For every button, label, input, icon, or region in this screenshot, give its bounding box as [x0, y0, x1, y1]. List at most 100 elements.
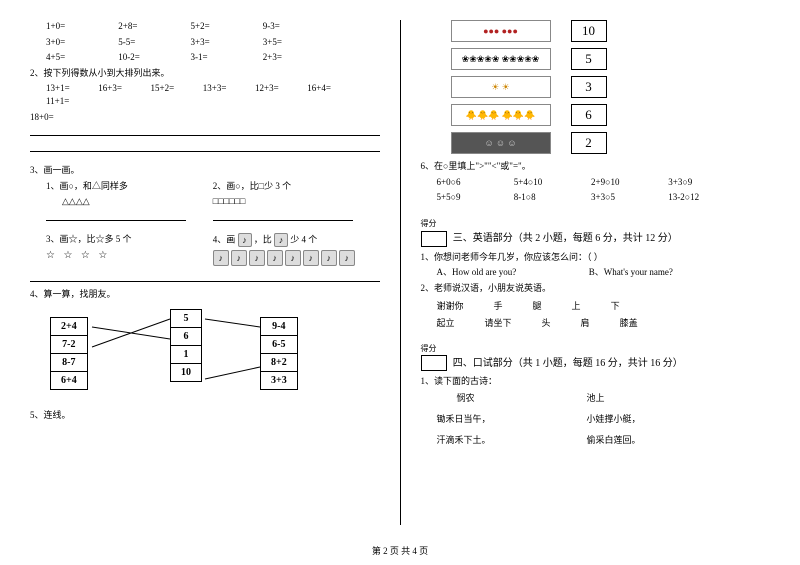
- poem-l: 悯农: [437, 391, 587, 404]
- poem-r: 小娃撑小艇，: [587, 412, 641, 425]
- score-label: 得分: [421, 343, 771, 354]
- w: 谢谢你: [437, 299, 464, 312]
- w: 下: [611, 299, 620, 312]
- eq: 13+1=: [46, 82, 96, 95]
- cmp: 2+9○10: [591, 176, 666, 189]
- bell-icon: ♪: [339, 250, 355, 266]
- w: 腿: [533, 299, 542, 312]
- poem-row: 锄禾日当午， 小娃撑小艇，: [421, 412, 771, 425]
- left-column: 1+0= 2+8= 5+2= 9-3= 3+0= 5-5= 3+3= 3+5= …: [30, 20, 380, 525]
- section-4-header: 得分 四、口试部分（共 1 小题，每题 16 分，共计 16 分）: [421, 343, 771, 372]
- q6-row2: 5+5○9 8-1○8 3+3○5 13-2○12: [421, 191, 771, 204]
- eq: 4+5=: [46, 51, 116, 64]
- match-num: 3: [571, 76, 607, 98]
- eq: 5-5=: [118, 36, 188, 49]
- blank-line: [46, 211, 186, 221]
- q3-1-text: 1、画○，和△同样多: [46, 180, 213, 193]
- match-num: 2: [571, 132, 607, 154]
- score-box: [421, 231, 447, 247]
- bell-icon: ♪: [274, 233, 288, 247]
- eq: 13+3=: [203, 82, 253, 95]
- q3-2-text: 2、画○，比□少 3 个: [213, 180, 380, 193]
- eq: 3+5=: [263, 36, 282, 49]
- page-container: 1+0= 2+8= 5+2= 9-3= 3+0= 5-5= 3+3= 3+5= …: [30, 20, 770, 525]
- match-img: ☺ ☺ ☺: [451, 132, 551, 154]
- q3-3-text: 3、画☆，比☆多 5 个: [46, 233, 213, 246]
- q3-2: 2、画○，比□少 3 个 □□□□□□: [213, 180, 380, 227]
- match-img: ●●● ●●●: [451, 20, 551, 42]
- blank-line: [30, 126, 380, 136]
- q3-2-shapes: □□□□□□: [213, 195, 380, 208]
- cell: 9-4: [261, 318, 297, 336]
- opt-a: A、How old are you?: [437, 266, 587, 279]
- q3-row2: 3、画☆，比☆多 5 个 ☆ ☆ ☆ ☆ 4、画 ♪ ，比 ♪ 少 4 个 ♪ …: [30, 233, 380, 268]
- match-row: ❀❀❀❀❀ ❀❀❀❀❀ 5: [451, 48, 771, 70]
- eq-row-3: 4+5= 10-2= 3-1= 2+3=: [46, 51, 380, 64]
- t: 4、画: [213, 235, 236, 245]
- poem-l: 锄禾日当午，: [437, 412, 587, 425]
- blank-line: [213, 211, 353, 221]
- eq: 16+3=: [98, 82, 148, 95]
- eq-row-1: 1+0= 2+8= 5+2= 9-3=: [46, 20, 380, 33]
- eq: 1+0=: [46, 20, 116, 33]
- e1: 1、你想问老师今年几岁，你应该怎么问：（ ）: [421, 251, 771, 264]
- poem-r: 池上: [587, 391, 605, 404]
- w: 请坐下: [485, 316, 512, 329]
- eq: 3+0=: [46, 36, 116, 49]
- cmp: 3+3○9: [668, 176, 692, 189]
- section-4-title: 四、口试部分（共 1 小题，每题 16 分，共计 16 分）: [453, 358, 683, 369]
- poem-title: 1、读下面的古诗：: [421, 375, 771, 388]
- cell: 5: [171, 310, 201, 328]
- bell-icon: ♪: [249, 250, 265, 266]
- score-box: [421, 355, 447, 371]
- match-num: 5: [571, 48, 607, 70]
- section-3-title: 三、英语部分（共 2 小题，每题 6 分，共计 12 分）: [453, 233, 678, 244]
- cell: 6: [171, 328, 201, 346]
- eq: 2+3=: [263, 51, 282, 64]
- box-a: 2+4 7-2 8-7 6+4: [50, 317, 88, 390]
- eq: 12+3=: [255, 82, 305, 95]
- match-boxes: 2+4 7-2 8-7 6+4 5 6 1 10 9-4 6-5 8+2 3+3: [30, 309, 380, 409]
- match-num: 6: [571, 104, 607, 126]
- match-img: ❀❀❀❀❀ ❀❀❀❀❀: [451, 48, 551, 70]
- eq: 11+1=: [46, 95, 69, 108]
- match-row: ●●● ●●● 10: [451, 20, 771, 42]
- e2: 2、老师说汉语，小朋友说英语。: [421, 282, 771, 295]
- box-b: 5 6 1 10: [170, 309, 202, 382]
- match-row: ☺ ☺ ☺ 2: [451, 132, 771, 154]
- match-row: ☀ ☀ 3: [451, 76, 771, 98]
- q4-title: 4、算一算，找朋友。: [30, 288, 380, 301]
- q3-row1: 1、画○，和△同样多 △△△△ 2、画○，比□少 3 个 □□□□□□: [30, 180, 380, 227]
- cmp: 6+0○6: [437, 176, 512, 189]
- bell-icon: ♪: [285, 250, 301, 266]
- eq-row-2: 3+0= 5-5= 3+3= 3+5=: [46, 36, 380, 49]
- cell: 8-7: [51, 354, 87, 372]
- e2-row2: 起立 请坐下 头 肩 膝盖: [421, 316, 771, 329]
- cell: 7-2: [51, 336, 87, 354]
- bell-icon: ♪: [321, 250, 337, 266]
- bell-row: ♪ ♪ ♪ ♪ ♪ ♪ ♪ ♪: [213, 250, 380, 266]
- cell: 2+4: [51, 318, 87, 336]
- box-c: 9-4 6-5 8+2 3+3: [260, 317, 298, 390]
- w: 手: [494, 299, 503, 312]
- cell: 3+3: [261, 372, 297, 389]
- q3-4: 4、画 ♪ ，比 ♪ 少 4 个 ♪ ♪ ♪ ♪ ♪ ♪ ♪ ♪: [213, 233, 380, 268]
- blank-line: [30, 272, 380, 282]
- bell-icon: ♪: [238, 233, 252, 247]
- q3-title: 3、画一画。: [30, 164, 380, 177]
- match-img: 🐥🐥🐥 🐥🐥🐥: [451, 104, 551, 126]
- cmp: 5+4○10: [514, 176, 589, 189]
- eq: 9-3=: [263, 20, 280, 33]
- poem-row: 悯农 池上: [421, 391, 771, 404]
- q6-title: 6、在○里填上">""<"或"="。: [421, 160, 771, 173]
- bell-icon: ♪: [231, 250, 247, 266]
- q2-row: 13+1= 16+3= 15+2= 13+3= 12+3= 16+4= 11+1…: [30, 82, 380, 107]
- w: 上: [572, 299, 581, 312]
- cell: 8+2: [261, 354, 297, 372]
- eq: 5+2=: [191, 20, 261, 33]
- page-footer: 第 2 页 共 4 页: [0, 544, 800, 557]
- t: 少 4 个: [290, 235, 317, 245]
- e1-options: A、How old are you? B、What's your name?: [421, 266, 771, 279]
- w: 膝盖: [620, 316, 638, 329]
- eq: 15+2=: [151, 82, 201, 95]
